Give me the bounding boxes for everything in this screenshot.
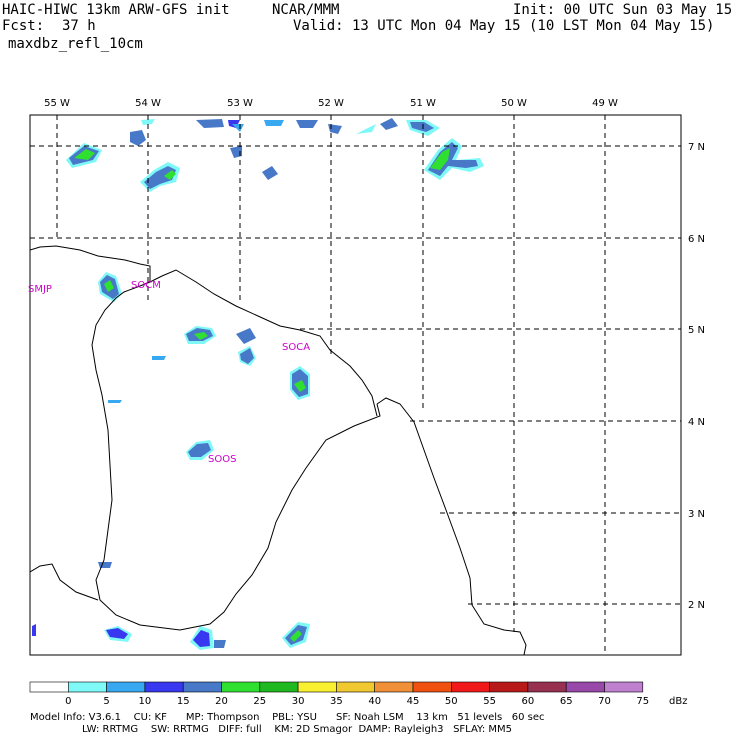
model-title: HAIC-HIWC 13km ARW-GFS init [2,2,230,18]
colorbar-tick-label: 70 [598,696,611,707]
colorbar-swatch [106,681,146,693]
institution-label: NCAR/MMM [272,2,340,18]
colorbar-tick-label: 25 [253,696,266,707]
colorbar-swatch [182,681,222,693]
lon-label: 50 W [501,98,527,109]
map-frame [29,114,682,656]
lon-label: 55 W [44,98,70,109]
colorbar-swatch [297,681,337,693]
colorbar-tick-label: 55 [483,696,496,707]
colorbar-tick-label: 75 [636,696,649,707]
colorbar-swatch [259,681,299,693]
colorbar-swatch [604,681,644,693]
colorbar-tick-label: 30 [292,696,305,707]
colorbar-tick-label: 35 [330,696,343,707]
colorbar-swatch [374,681,414,693]
valid-time: Valid: 13 UTC Mon 04 May 15 (10 LST Mon … [293,18,715,34]
colorbar-swatch [29,681,69,693]
lat-label: 6 N [688,234,705,245]
colorbar-tick-label: 20 [215,696,228,707]
colorbar-swatch [144,681,184,693]
lat-label: 4 N [688,417,705,428]
lon-label: 51 W [410,98,436,109]
colorbar-swatch [565,681,605,693]
coastlines-borders [30,245,527,655]
init-time: Init: 00 UTC Sun 03 May 15 [513,2,733,18]
lon-label: 54 W [135,98,161,109]
model-info-line1: Model Info: V3.6.1 CU: KF MP: Thompson P… [30,712,545,723]
colorbar-swatch [450,681,490,693]
colorbar-swatch [412,681,452,693]
lon-label: 49 W [592,98,618,109]
colorbar-tick-label: 5 [103,696,109,707]
forecast-hour: 37 h [62,18,96,34]
colorbar-unit: dBz [669,696,687,707]
forecast-label: Fcst: [2,18,45,34]
colorbar-swatch [68,681,107,693]
reflectivity-echoes [32,118,484,650]
station-label: SOCA [282,342,310,353]
colorbar [29,681,644,693]
colorbar-tick-label: 45 [407,696,420,707]
colorbar-tick-label: 40 [368,696,381,707]
colorbar-swatch [221,681,261,693]
colorbar-tick-label: 10 [139,696,152,707]
model-info-line2: LW: RRTMG SW: RRTMG DIFF: full KM: 2D Sm… [82,724,512,735]
colorbar-ticks: 0 5 10 15 20 25 30 35 40 45 50 55 60 65 70 75 [65,696,649,707]
colorbar-swatch [489,681,529,693]
lat-label: 3 N [688,509,705,520]
station-labels: SMJP SOCM SOCA SOOS [28,280,310,465]
lon-label: 52 W [318,98,344,109]
lat-lon-grid [30,115,681,655]
field-name: maxdbz_refl_10cm [8,36,143,52]
colorbar-tick-label: 50 [445,696,458,707]
colorbar-tick-label: 65 [560,696,573,707]
station-label: SMJP [28,284,52,295]
colorbar-tick-label: 15 [177,696,190,707]
longitude-labels: 55 W 54 W 53 W 52 W 51 W 50 W 49 W [44,98,618,109]
colorbar-swatch [336,681,375,693]
colorbar-tick-label: 60 [522,696,535,707]
latitude-labels: 7 N 6 N 5 N 4 N 3 N 2 N [688,142,705,611]
lat-label: 2 N [688,600,705,611]
lon-label: 53 W [227,98,253,109]
station-label: SOCM [131,280,161,291]
lat-label: 7 N [688,142,705,153]
station-label: SOOS [208,454,236,465]
colorbar-swatch [527,681,567,693]
lat-label: 5 N [688,325,705,336]
colorbar-tick-label: 0 [65,696,71,707]
